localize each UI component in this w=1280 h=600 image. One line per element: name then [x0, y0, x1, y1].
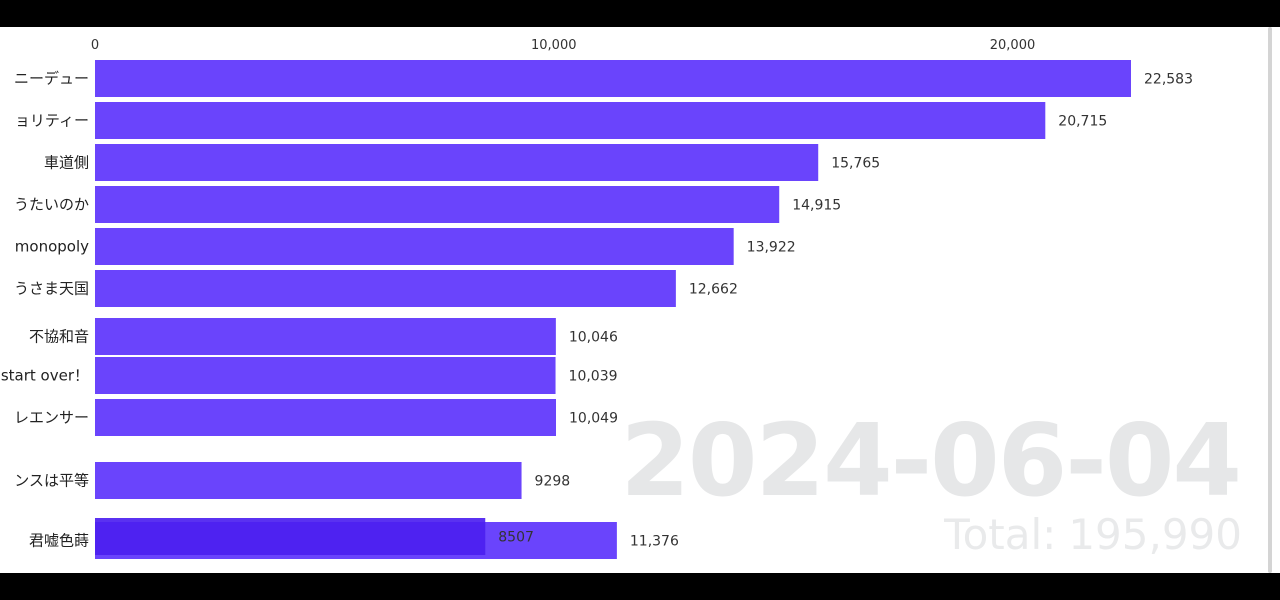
bar — [95, 270, 676, 307]
value-label: 15,765 — [831, 156, 880, 172]
scrollbar[interactable] — [1268, 27, 1272, 573]
total-caption: Total: — [944, 510, 1057, 559]
value-label: 22,583 — [1144, 72, 1193, 88]
total-value: 195,990 — [1068, 510, 1242, 559]
bar — [95, 399, 556, 436]
value-label: 10,039 — [569, 369, 618, 385]
value-label: 13,922 — [747, 240, 796, 256]
category-label: 君嘘色蒔 — [29, 532, 89, 550]
bar — [95, 228, 734, 265]
category-label: ンスは平等 — [14, 472, 89, 490]
value-label: 10,046 — [569, 330, 618, 346]
value-label: 12,662 — [689, 282, 738, 298]
value-label: 8507 — [498, 530, 534, 546]
bar-chart-race: 0 10,000 20,000 ニーデュー 22,583 ョリティー 20,715 車道側 15… — [0, 27, 1280, 573]
category-label: 不協和音 — [29, 328, 89, 346]
bar — [95, 462, 522, 499]
category-label: start over！ — [1, 367, 89, 385]
category-label: うたいのか — [14, 196, 89, 214]
bar — [95, 60, 1131, 97]
category-label: 車道側 — [44, 154, 89, 172]
category-label: monopoly — [15, 238, 89, 256]
category-label: ョリティー — [15, 112, 89, 130]
value-label: 20,715 — [1058, 114, 1107, 130]
date-label: 2024-06-04 — [620, 402, 1242, 519]
value-label: 10,049 — [569, 411, 618, 427]
x-tick-label: 20,000 — [990, 38, 1036, 53]
x-tick-label: 0 — [91, 38, 99, 53]
category-label: レエンサー — [14, 409, 89, 427]
bar — [95, 144, 819, 181]
bar — [95, 318, 556, 355]
category-label: うさま天国 — [14, 280, 89, 298]
bar — [95, 102, 1046, 139]
bar-chart: 0 10,000 20,000 ニーデュー 22,583 ョリティー 20,715 車道側 15… — [1, 38, 1193, 559]
category-label: ニーデュー — [14, 70, 89, 88]
value-label: 9298 — [535, 474, 571, 490]
total-label: Total: 195,990 — [944, 510, 1242, 559]
bar — [95, 186, 780, 223]
x-tick-label: 10,000 — [531, 38, 577, 53]
value-label: 14,915 — [792, 198, 841, 214]
value-label: 11,376 — [630, 534, 679, 550]
bar — [95, 357, 556, 394]
bar — [95, 518, 486, 555]
